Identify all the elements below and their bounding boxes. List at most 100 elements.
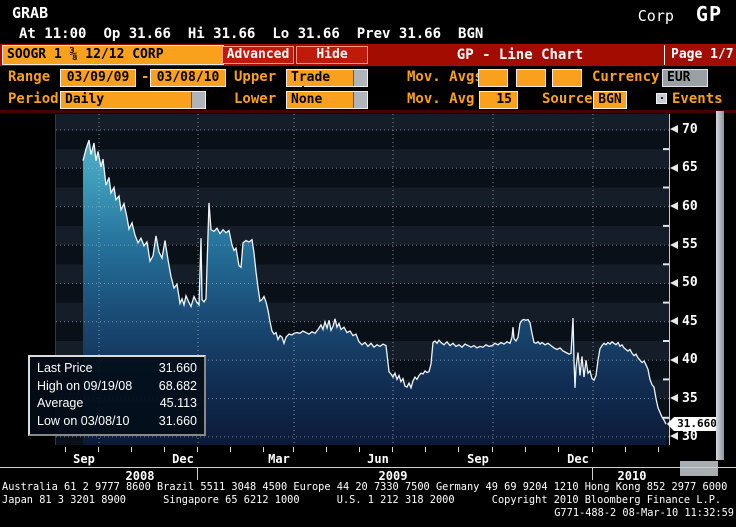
y-tick-label: 65 — [670, 160, 698, 175]
y-tick-label: 60 — [670, 199, 698, 214]
year-separator — [592, 468, 593, 480]
legend-row-average: Average 45.113 — [37, 395, 197, 413]
tick-arrow-icon — [670, 240, 678, 249]
mov-avg-input-3[interactable] — [552, 69, 582, 87]
tick-arrow-icon — [670, 394, 678, 403]
x-minor-tick — [326, 447, 327, 452]
x-year-label: 2010 — [617, 469, 647, 483]
x-minor-tick — [164, 447, 165, 452]
currency-label: Currency — [592, 69, 660, 85]
advanced-button[interactable]: Advanced — [222, 46, 294, 64]
x-minor-tick — [592, 447, 593, 452]
x-minor-tick — [197, 447, 198, 452]
y-tick-label: 35 — [670, 391, 698, 406]
range-dash: - — [141, 69, 150, 85]
price-line-chart[interactable] — [56, 114, 669, 445]
quote-high: Hi 31.66 — [187, 26, 256, 42]
x-month-label: Dec — [567, 452, 589, 466]
tick-arrow-icon — [670, 163, 678, 172]
footer-phones-1: Australia 61 2 9777 8600 Brazil 5511 304… — [2, 481, 728, 493]
tick-arrow-icon — [670, 432, 678, 441]
quote-low: Lo 31.66 — [272, 26, 340, 42]
legend-label: Last Price — [37, 361, 93, 375]
panel-divider — [0, 110, 736, 113]
currency-select[interactable]: EUR — [662, 69, 708, 87]
legend-value: 68.682 — [158, 378, 197, 393]
lower-label: Lower — [234, 91, 277, 107]
year-separator — [197, 468, 198, 480]
tick-arrow-icon — [670, 278, 678, 287]
legend-row-low: Low on 03/08/10 31.660 — [37, 413, 197, 431]
footer-phones-2: Japan 81 3 3201 8900 Singapore 65 6212 1… — [2, 494, 722, 506]
quote-row: At 11:00 Op 31.66 Hi 31.66 Lo 31.66 Prev… — [19, 26, 483, 42]
legend-value: 45.113 — [159, 396, 197, 410]
mov-avg-period-input[interactable]: 15 — [479, 91, 518, 109]
quote-time: At 11:00 — [19, 26, 87, 42]
x-minor-tick — [492, 447, 493, 452]
x-year-label: 2009 — [378, 469, 408, 483]
range-start-input[interactable]: 03/09/09 — [60, 69, 136, 87]
scrollbar-corner[interactable] — [680, 461, 718, 476]
tick-arrow-icon — [670, 355, 678, 364]
range-end-input[interactable]: 03/08/10 — [150, 69, 226, 87]
dropdown-grip-icon[interactable] — [353, 70, 367, 86]
page-title: GP - Line Chart — [456, 47, 584, 63]
security-field[interactable]: SOOGR 1 ⅜ 12/12 CORP — [2, 45, 224, 65]
y-tick-label: 50 — [670, 275, 698, 290]
x-minor-tick — [558, 447, 559, 452]
header-right: Corp GP — [638, 2, 722, 26]
footer-terminal-id: G771-488-2 08-Mar-10 11:32:59 — [554, 507, 734, 519]
mov-avg-input-2[interactable] — [516, 69, 546, 87]
period-value: Daily — [65, 92, 105, 107]
lower-value: None — [291, 92, 323, 107]
function-hint: GRAB — [12, 4, 49, 22]
legend-row-last: Last Price 31.660 — [37, 360, 197, 378]
events-checkbox[interactable] — [656, 93, 667, 104]
command-mnemonic: GP — [695, 2, 722, 26]
period-label: Period — [8, 91, 59, 107]
quote-open: Op 31.66 — [103, 26, 171, 42]
x-minor-tick — [359, 447, 360, 452]
mov-avg-label: Mov. Avg — [407, 91, 475, 107]
y-tick-label: 40 — [670, 352, 698, 367]
y-tick-label: 45 — [670, 314, 698, 329]
x-minor-tick — [458, 447, 459, 452]
x-minor-tick — [230, 447, 231, 452]
x-minor-tick — [293, 447, 294, 452]
x-month-label: Sep — [73, 452, 95, 466]
period-dropdown[interactable]: Daily — [60, 91, 206, 109]
x-minor-tick — [392, 447, 393, 452]
events-label: Events — [672, 91, 723, 107]
x-month-label: Dec — [172, 452, 194, 466]
x-month-label: Mar — [268, 452, 290, 466]
page-indicator[interactable]: Page 1/7 — [671, 47, 734, 62]
legend-label: Low on 03/08/10 — [37, 413, 130, 428]
x-minor-tick — [425, 447, 426, 452]
source-label: Source — [542, 91, 593, 107]
x-minor-tick — [65, 447, 66, 452]
lower-dropdown[interactable]: None — [286, 91, 368, 109]
last-price-tag: 31.660 — [667, 417, 720, 432]
x-minor-tick — [263, 447, 264, 452]
legend-value: 31.660 — [158, 361, 197, 375]
legend-label: Average — [37, 396, 84, 410]
dropdown-grip-icon[interactable] — [191, 92, 205, 108]
quote-prev: Prev 31.66 — [356, 26, 442, 42]
hide-button[interactable]: Hide — [296, 46, 368, 64]
legend-label: High on 09/19/08 — [37, 378, 133, 393]
y-tick-label: 70 — [670, 122, 698, 137]
y-tick-label: 55 — [670, 237, 698, 252]
chart-scrollbar[interactable] — [716, 111, 724, 460]
x-minor-tick — [98, 447, 99, 452]
dropdown-grip-icon[interactable] — [353, 92, 367, 108]
y-tick-label: 30 — [670, 429, 698, 444]
mov-avg-input-1[interactable] — [478, 69, 508, 87]
chart-legend: Last Price 31.660 High on 09/19/08 68.68… — [28, 355, 206, 436]
chart-plot-area[interactable] — [55, 114, 670, 445]
x-minor-tick — [131, 447, 132, 452]
mov-avgs-label: Mov. Avgs — [407, 69, 483, 85]
x-month-label: Jun — [367, 452, 389, 466]
source-input[interactable]: BGN — [593, 91, 627, 109]
upper-dropdown[interactable]: Trade Line — [286, 69, 368, 101]
